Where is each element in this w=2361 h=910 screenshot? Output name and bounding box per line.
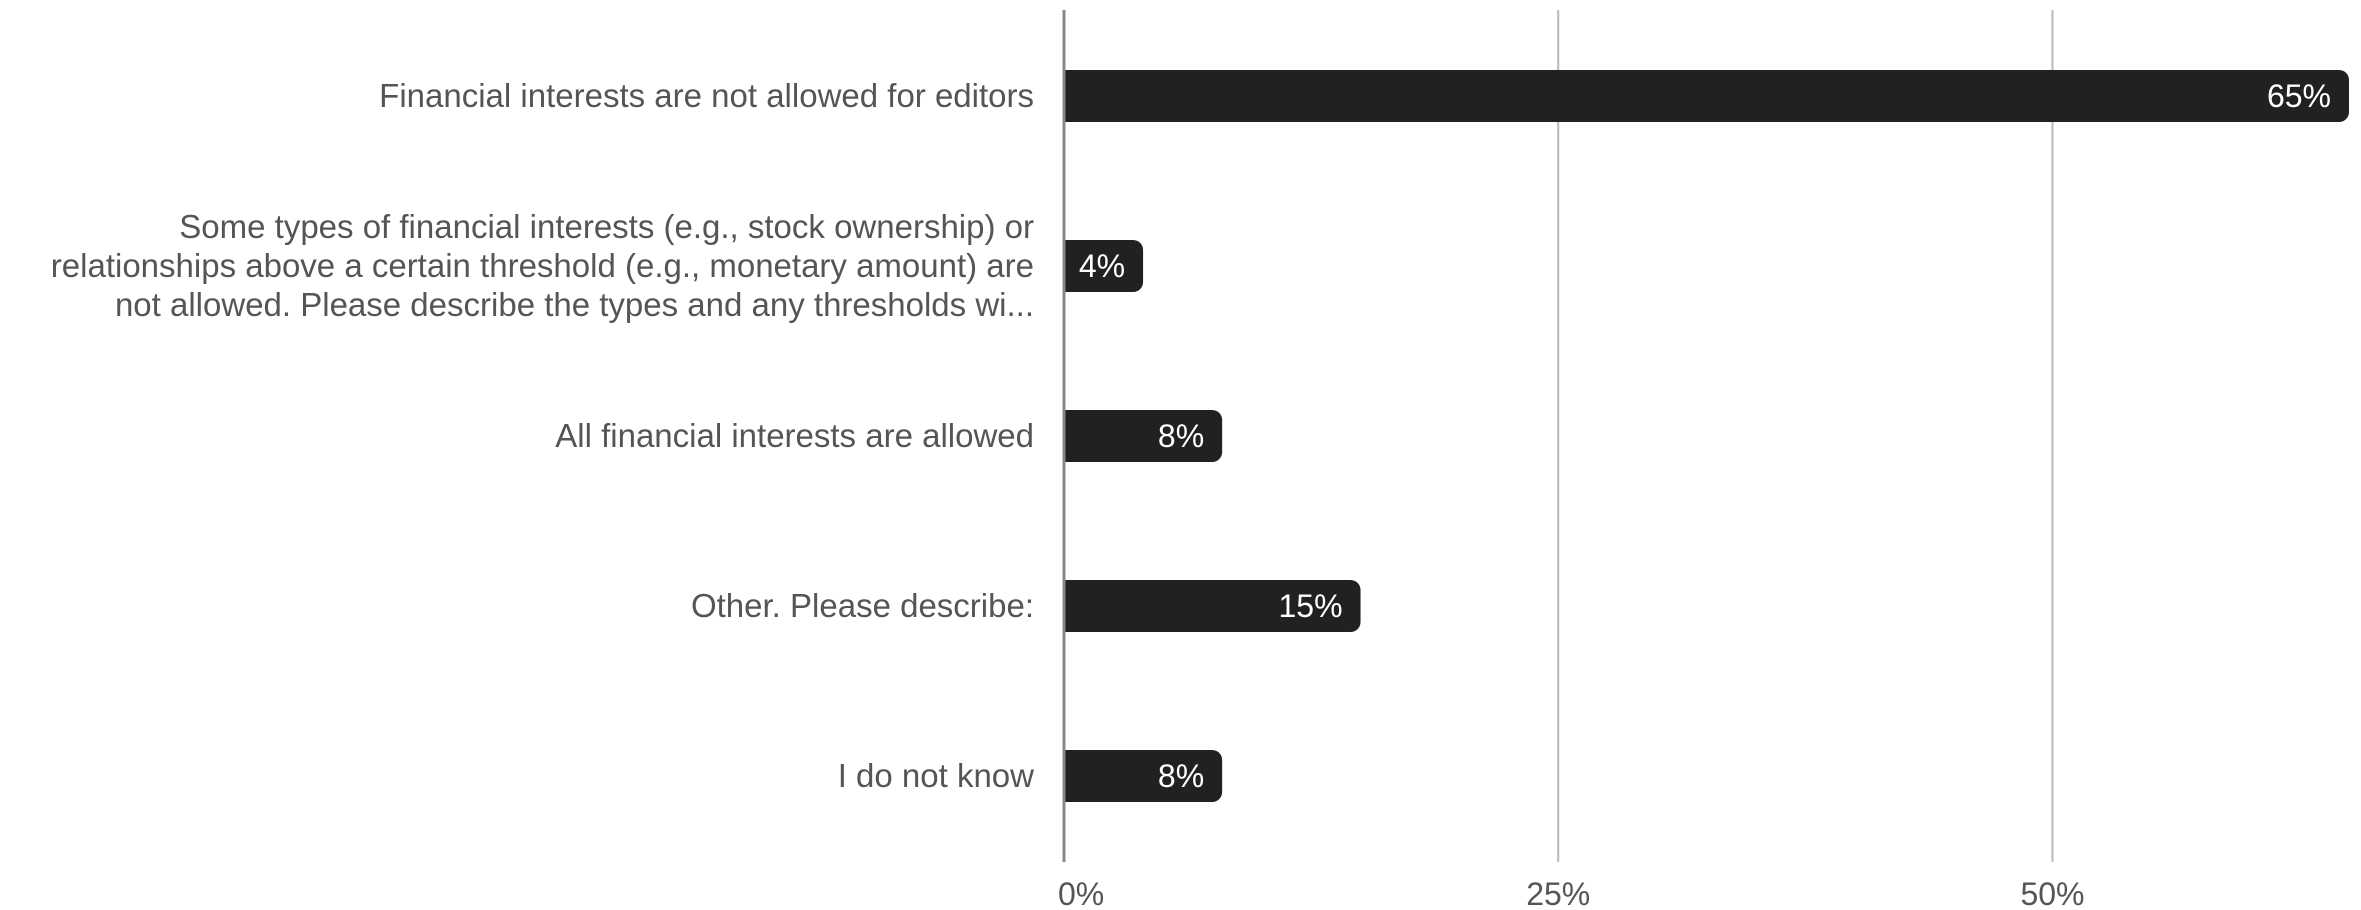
data-label-4: 8% — [1158, 758, 1204, 794]
bar-3 — [1064, 580, 1361, 632]
labels: 0% 25% 50% 65% Financial interests are not a… — [51, 77, 2331, 910]
category-label-1-line-0: Some types of financial interests (e.g.,… — [179, 208, 1034, 245]
bar-0 — [1064, 70, 2349, 122]
bar-4 — [1064, 750, 1223, 802]
x-tick-label-1: 25% — [1526, 876, 1590, 910]
data-label-0: 65% — [2267, 78, 2331, 114]
category-label-4: I do not know — [838, 757, 1034, 794]
category-label-3: Other. Please describe: — [691, 587, 1034, 624]
bar-1 — [1064, 240, 1144, 292]
bars — [1064, 70, 2349, 802]
category-label-2: All financial interests are allowed — [555, 417, 1034, 454]
grid-lines — [1557, 10, 2054, 862]
category-label-1-line-1: relationships above a certain threshold … — [51, 247, 1034, 284]
data-label-1: 4% — [1079, 248, 1125, 284]
bar-2 — [1064, 410, 1223, 462]
category-label-0: Financial interests are not allowed for … — [379, 77, 1034, 114]
x-tick-label-2: 50% — [2020, 876, 2084, 910]
data-label-3: 15% — [1278, 588, 1342, 624]
category-label-1-line-2: not allowed. Please describe the types a… — [115, 286, 1034, 323]
x-tick-label-0: 0% — [1058, 876, 1104, 910]
data-label-2: 8% — [1158, 418, 1204, 454]
